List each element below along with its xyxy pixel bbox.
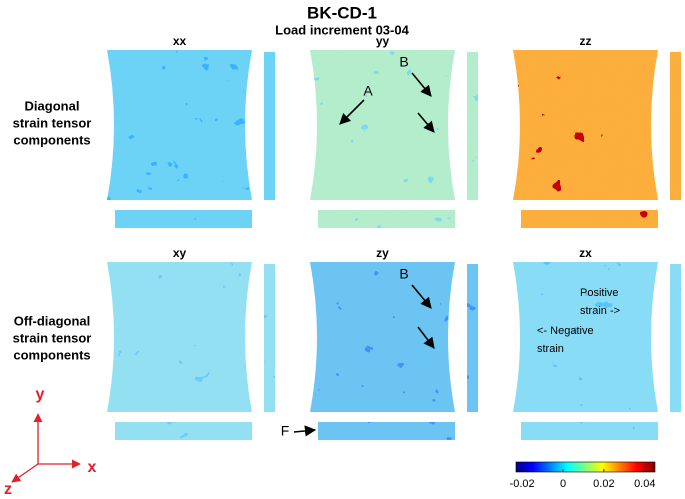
strain-map bbox=[107, 50, 252, 200]
colorbar-tick-label: 0.04 bbox=[634, 478, 655, 490]
annotation-arrow bbox=[417, 112, 435, 133]
annotation: B bbox=[399, 266, 408, 282]
annotation: strain -> bbox=[580, 305, 620, 317]
row-label: components bbox=[13, 132, 90, 147]
row-label: Off-diagonal bbox=[14, 313, 91, 328]
row-label: components bbox=[13, 347, 90, 362]
strain-map bbox=[107, 262, 252, 412]
bottom-strip bbox=[115, 422, 252, 440]
annotation-arrow bbox=[293, 425, 317, 437]
panel-label: zz bbox=[580, 34, 592, 48]
side-strip bbox=[264, 52, 275, 200]
side-strip bbox=[467, 52, 478, 200]
annotation: strain bbox=[537, 343, 564, 355]
panel-label: zy bbox=[376, 246, 389, 260]
axis-label: y bbox=[36, 386, 45, 403]
axis-label: x bbox=[88, 459, 97, 476]
annotation: A bbox=[363, 83, 373, 99]
side-strip bbox=[264, 264, 275, 412]
colorbar-tick-label: 0.02 bbox=[593, 478, 614, 490]
subtitle: Load increment 03-04 bbox=[275, 22, 409, 37]
annotation-arrow bbox=[411, 72, 432, 97]
row-label: strain tensor bbox=[13, 330, 92, 345]
annotation-arrow bbox=[411, 284, 432, 309]
panel-label: yy bbox=[376, 34, 390, 48]
panel-label: xx bbox=[173, 34, 187, 48]
annotation: B bbox=[399, 54, 408, 70]
bottom-strip bbox=[318, 422, 455, 440]
annotation: Positive bbox=[580, 287, 619, 299]
bottom-strip bbox=[318, 210, 455, 228]
strain-map bbox=[310, 262, 455, 412]
annotation-arrow bbox=[339, 99, 365, 125]
strain-map bbox=[513, 262, 658, 412]
colorbar bbox=[515, 461, 656, 473]
annotation: F bbox=[281, 423, 290, 439]
panel-label: xy bbox=[173, 246, 187, 260]
axis-label: z bbox=[4, 481, 12, 498]
title: BK-CD-1 bbox=[307, 3, 377, 22]
colorbar-tick-label: 0 bbox=[560, 478, 566, 490]
annotation-arrow bbox=[417, 326, 435, 349]
row-label: Diagonal bbox=[25, 98, 80, 113]
bottom-strip bbox=[521, 210, 658, 228]
colorbar-tick-label: -0.02 bbox=[510, 478, 535, 490]
panel-label: zx bbox=[579, 246, 592, 260]
strain-map bbox=[513, 50, 658, 200]
side-strip bbox=[670, 52, 681, 200]
bottom-strip bbox=[521, 422, 658, 440]
bottom-strip bbox=[115, 210, 252, 228]
axis-triad bbox=[11, 413, 81, 483]
side-strip bbox=[467, 264, 478, 412]
annotation: <- Negative bbox=[537, 325, 594, 337]
strain-map bbox=[310, 50, 455, 200]
row-label: strain tensor bbox=[13, 115, 92, 130]
side-strip bbox=[670, 264, 681, 412]
